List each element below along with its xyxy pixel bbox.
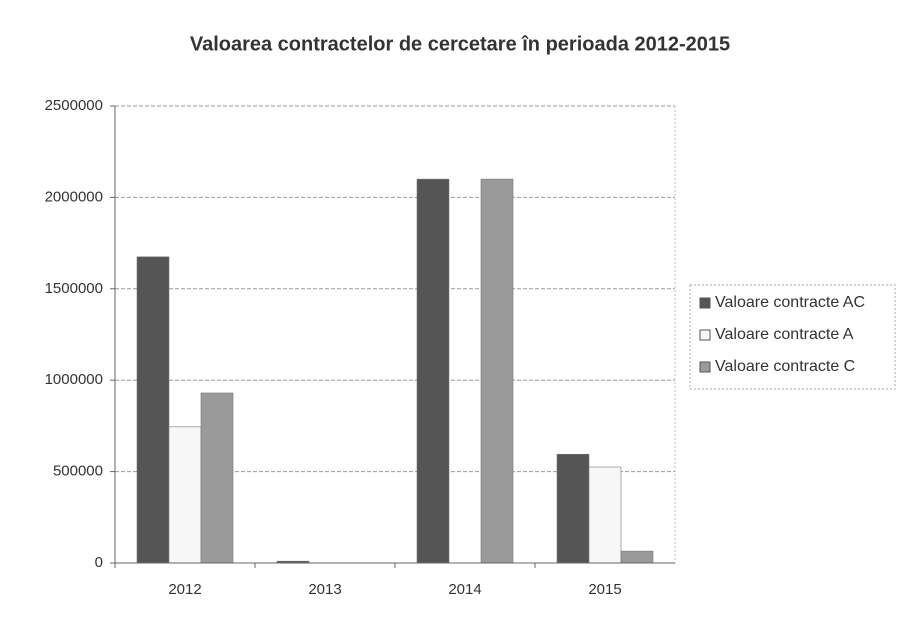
y-tick-label: 0 [95,554,103,571]
chart-title: Valoarea contractelor de cercetare în pe… [190,33,730,55]
y-tick-label: 2500000 [45,97,103,114]
legend-swatch [699,329,711,341]
y-tick-label: 1000000 [45,371,103,388]
legend-label: Valoare contracte C [715,358,855,375]
x-tick-label: 2012 [168,581,201,598]
legend-label: Valoare contracte AC [715,294,865,311]
y-tick-label: 500000 [53,463,103,480]
y-tick-label: 2000000 [45,188,103,205]
bar [200,392,234,564]
x-tick-label: 2014 [448,581,481,598]
legend-label: Valoare contracte A [715,326,854,343]
legend-swatch [699,361,711,373]
bar [620,550,654,564]
x-tick-label: 2013 [308,581,341,598]
bar [136,256,170,564]
bar [168,426,202,564]
y-tick-label: 1500000 [45,280,103,297]
bar [556,453,590,564]
bar [588,466,622,564]
legend-swatch [699,297,711,309]
legend-box [689,284,896,390]
bar [480,178,514,564]
bar [416,178,450,564]
x-tick-label: 2015 [588,581,621,598]
